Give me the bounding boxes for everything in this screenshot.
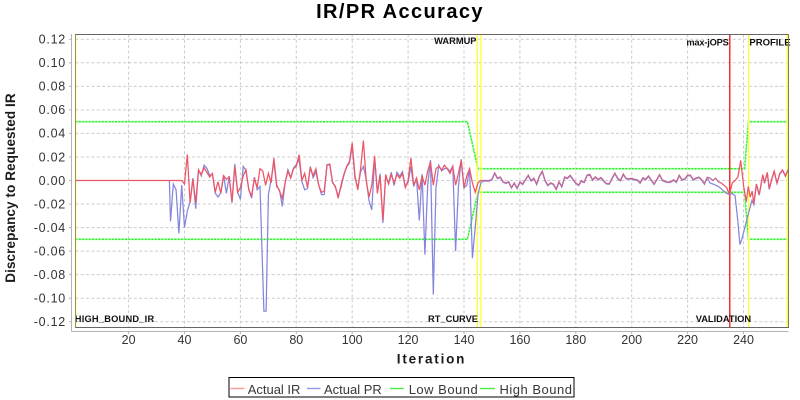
svg-text:WARMUP: WARMUP [434, 36, 476, 46]
svg-text:0.08: 0.08 [39, 80, 66, 94]
svg-text:RT_CURVE: RT_CURVE [428, 314, 478, 324]
svg-text:240: 240 [733, 333, 754, 347]
svg-text:180: 180 [565, 333, 586, 347]
svg-text:Discrepancy to Requested IR: Discrepancy to Requested IR [3, 93, 18, 283]
svg-text:40: 40 [178, 333, 192, 347]
svg-text:Actual PR: Actual PR [324, 382, 382, 397]
svg-text:0.02: 0.02 [39, 150, 66, 164]
svg-text:PROFILE: PROFILE [749, 38, 790, 49]
svg-text:0.04: 0.04 [39, 127, 66, 141]
svg-text:80: 80 [289, 333, 303, 347]
svg-text:0.06: 0.06 [39, 103, 66, 117]
svg-text:-0.06: -0.06 [34, 244, 66, 258]
svg-text:60: 60 [233, 333, 247, 347]
svg-text:-0.04: -0.04 [34, 221, 66, 235]
svg-text:0.00: 0.00 [39, 174, 66, 188]
svg-text:-0.12: -0.12 [34, 315, 66, 329]
svg-text:-0.08: -0.08 [34, 268, 66, 282]
svg-text:120: 120 [398, 333, 419, 347]
svg-text:VALIDATION: VALIDATION [696, 314, 752, 324]
svg-text:200: 200 [621, 333, 642, 347]
svg-text:0.10: 0.10 [39, 56, 66, 70]
svg-text:-0.02: -0.02 [34, 197, 66, 211]
svg-text:0.12: 0.12 [39, 33, 66, 47]
svg-text:20: 20 [122, 333, 136, 347]
svg-text:IR/PR Accuracy: IR/PR Accuracy [316, 1, 484, 23]
svg-text:Iteration: Iteration [397, 352, 466, 367]
svg-text:100: 100 [342, 333, 363, 347]
svg-text:High Bound: High Bound [500, 382, 573, 397]
svg-text:max-jOPS: max-jOPS [686, 38, 728, 48]
svg-text:220: 220 [677, 333, 698, 347]
svg-text:HIGH_BOUND_IR: HIGH_BOUND_IR [75, 314, 155, 324]
svg-text:140: 140 [454, 333, 475, 347]
svg-text:Actual IR: Actual IR [248, 382, 301, 397]
svg-text:-0.10: -0.10 [34, 292, 66, 306]
svg-text:Low Bound: Low Bound [409, 382, 479, 397]
svg-text:160: 160 [509, 333, 530, 347]
